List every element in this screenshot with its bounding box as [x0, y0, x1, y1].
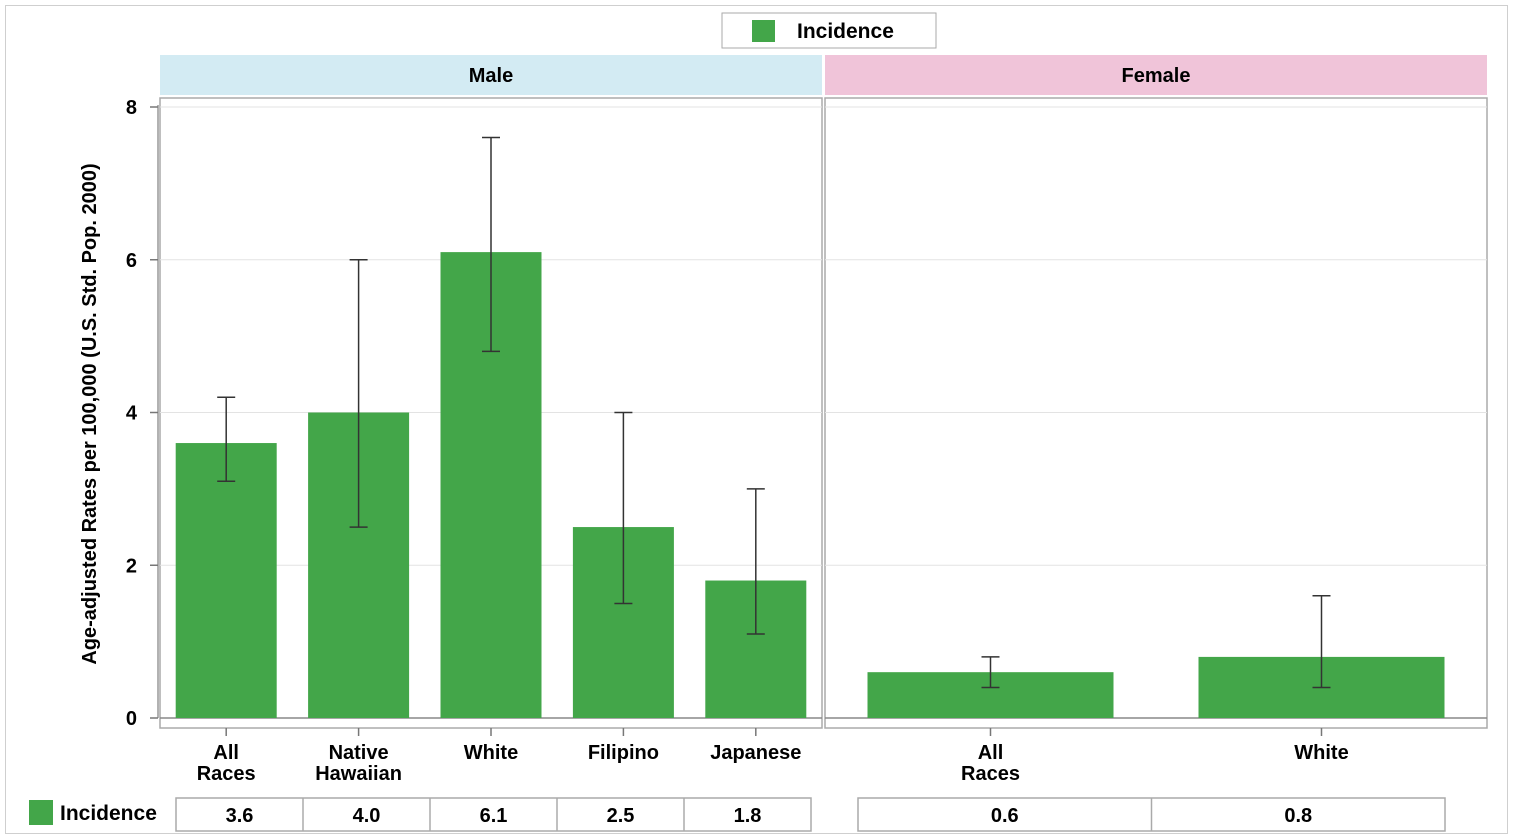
table-value: 1.8: [734, 805, 762, 827]
legend-swatch: [752, 20, 775, 42]
table-value: 6.1: [480, 805, 508, 827]
legend: Incidence: [721, 12, 937, 49]
panel-title: Male: [469, 65, 513, 87]
x-tick-label: Native Hawaiian: [315, 742, 402, 785]
legend-label: Incidence: [797, 20, 894, 43]
bar: [175, 443, 277, 718]
panel-header: [825, 55, 1487, 95]
panel-male: Male All Races Native Hawaiian White Filipino J…: [159, 55, 823, 785]
table-frame: [175, 797, 812, 832]
panels: 0 2 4 6 8 Male All Races Native Hawaiian White Fili…: [126, 55, 1488, 785]
panel-title: Female: [1122, 65, 1191, 87]
x-tick-label: White: [464, 742, 518, 764]
table-value: 3.6: [226, 805, 254, 827]
y-tick-label: 4: [126, 403, 138, 425]
x-tick-label: White: [1294, 742, 1348, 764]
y-tick-label: 8: [126, 97, 137, 119]
chart-frame: [5, 5, 1508, 834]
panel-female: Female All Races White: [824, 55, 1488, 785]
table-value: 0.8: [1284, 805, 1312, 827]
table-value: 0.6: [991, 805, 1019, 827]
panel-header: [160, 55, 822, 95]
table-row-label: Incidence: [60, 802, 157, 825]
y-axis-label: Age-adjusted Rates per 100,000 (U.S. Std…: [79, 163, 101, 664]
x-tick-label: Filipino: [588, 742, 659, 764]
table-value: 2.5: [607, 805, 635, 827]
x-tick-label: All Races: [961, 742, 1020, 785]
y-tick-label: 2: [126, 555, 137, 577]
y-tick-label: 6: [126, 250, 137, 272]
x-tick-label: Japanese: [710, 742, 801, 764]
y-tick-label: 0: [126, 708, 137, 730]
table-value: 4.0: [353, 805, 381, 827]
x-tick-label: All Races: [197, 742, 256, 785]
data-table: Incidence 3.6 4.0 6.1 2.5 1.8 0.6 0.8: [29, 797, 1446, 832]
table-legend-swatch: [29, 800, 53, 825]
y-axis: 0 2 4 6 8: [126, 97, 159, 730]
